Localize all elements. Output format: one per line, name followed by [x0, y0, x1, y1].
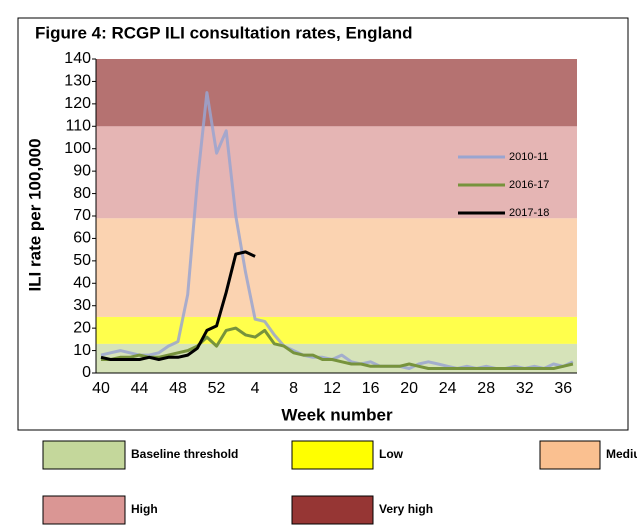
- chart-title: Figure 4: RCGP ILI consultation rates, E…: [35, 23, 413, 42]
- y-tick-label: 130: [64, 73, 91, 90]
- y-tick-label: 110: [65, 118, 91, 135]
- y-axis-label: ILI rate per 100,000: [25, 138, 44, 291]
- x-tick-label: 28: [477, 380, 495, 397]
- threshold-band: [96, 126, 577, 219]
- x-tick-label: 36: [554, 380, 572, 397]
- y-tick-label: 120: [64, 95, 91, 112]
- x-tick-label: 48: [169, 380, 187, 397]
- legend-swatch: [291, 440, 374, 470]
- y-tick-label: 70: [73, 207, 91, 224]
- y-tick-label: 20: [73, 319, 91, 336]
- y-tick-label: 90: [73, 162, 91, 179]
- y-tick-label: 100: [64, 140, 91, 157]
- legend-label: Very high: [379, 502, 433, 516]
- x-axis-label: Week number: [281, 405, 393, 424]
- threshold-band: [96, 316, 577, 344]
- legend-label: 2016-17: [509, 179, 549, 191]
- legend-swatch: [291, 495, 374, 525]
- y-tick-label: 80: [73, 185, 91, 202]
- x-tick-label: 24: [439, 380, 457, 397]
- series-line: [101, 326, 574, 370]
- x-tick-label: 40: [92, 380, 110, 397]
- x-tick-label: 20: [400, 380, 418, 397]
- threshold-band: [96, 218, 577, 317]
- legend-swatch: [539, 440, 601, 470]
- x-tick-label: 4: [251, 380, 260, 397]
- y-tick-label: 60: [73, 230, 91, 247]
- y-tick-label: 30: [73, 297, 91, 314]
- x-tick-label: 8: [289, 380, 298, 397]
- legend-label: Baseline threshold: [131, 447, 238, 461]
- y-tick-label: 0: [82, 364, 91, 381]
- legend-label: Low: [379, 447, 404, 461]
- y-tick-label: 10: [73, 342, 91, 359]
- y-tick-label: 140: [64, 50, 91, 67]
- legend-label: Medium: [606, 447, 637, 461]
- legend-label: 2017-18: [509, 207, 549, 219]
- x-tick-label: 52: [208, 380, 226, 397]
- threshold-band: [96, 59, 577, 127]
- x-tick-label: 12: [323, 380, 341, 397]
- legend-label: High: [131, 502, 158, 516]
- x-tick-label: 44: [131, 380, 149, 397]
- y-tick-label: 50: [73, 252, 91, 269]
- x-tick-label: 32: [516, 380, 534, 397]
- x-tick-label: 16: [362, 380, 380, 397]
- series-line: [100, 250, 256, 361]
- legend-swatch: [42, 440, 126, 470]
- y-tick-label: 40: [73, 275, 91, 292]
- legend-label: 2010-11: [509, 151, 549, 163]
- legend-swatch: [42, 495, 126, 525]
